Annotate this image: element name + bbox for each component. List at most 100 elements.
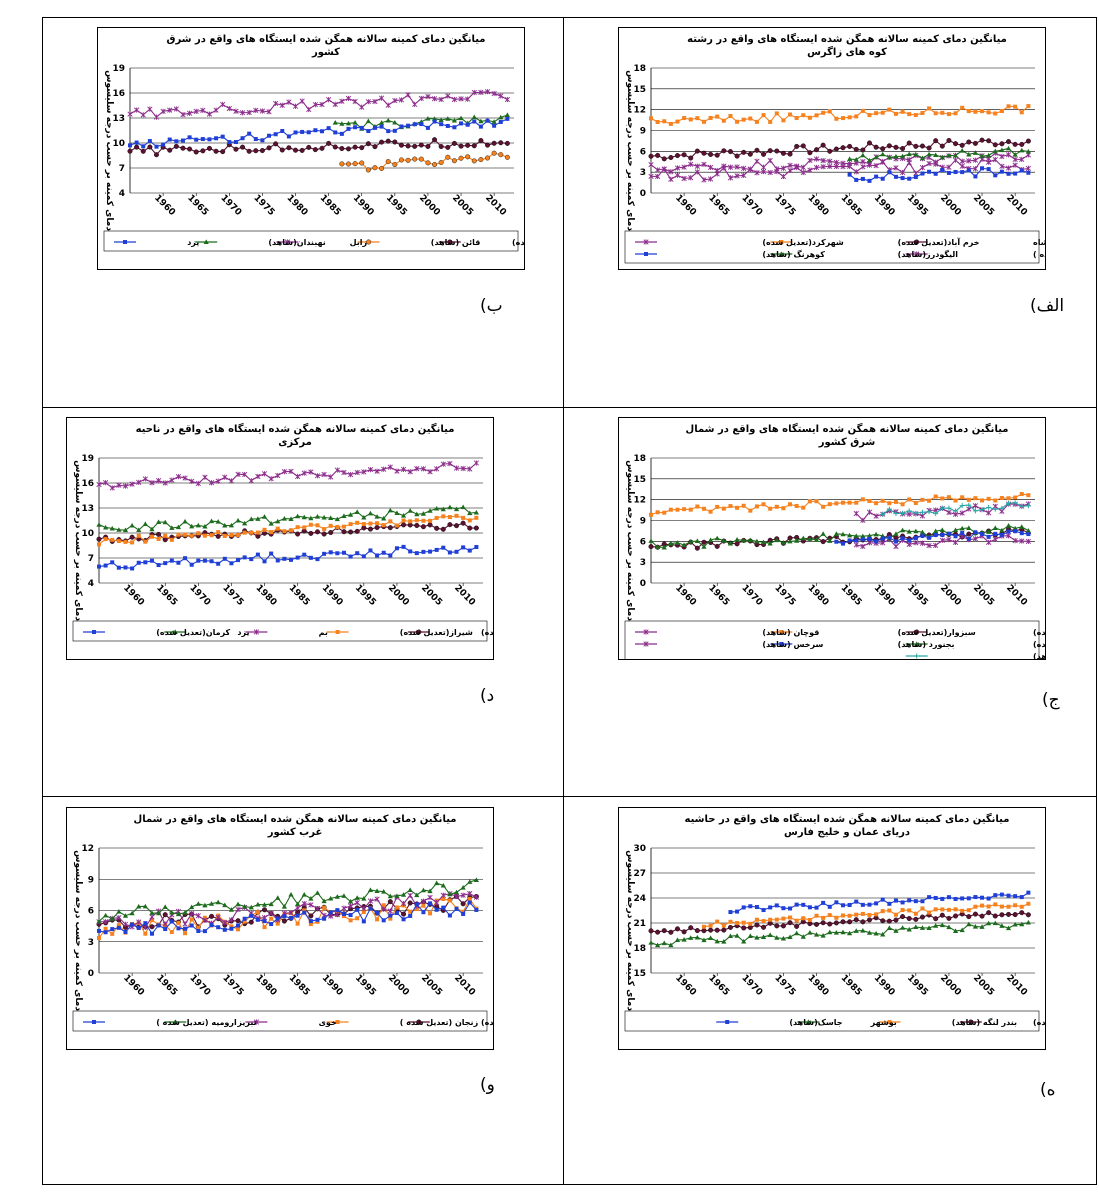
data-point [301,892,307,897]
data-point [681,937,687,942]
data-point [142,476,148,482]
data-point [688,539,694,544]
data-point [434,899,440,906]
data-point [149,910,155,915]
data-point [966,139,972,145]
x-tick-label: 2010 [1004,193,1029,218]
data-point [491,140,497,146]
data-point [103,912,109,918]
data-point [648,538,654,543]
data-point [161,142,166,147]
data-point [365,118,371,124]
data-point [367,510,374,516]
data-point [302,908,307,913]
data-point [972,166,979,172]
data-point [668,507,673,512]
legend-entry-label: زنجان (تعدیل شده ) [400,1018,479,1027]
data-point [780,935,787,941]
data-point [721,506,726,511]
data-point [979,913,985,919]
data-point [333,130,338,135]
table-border-middle [563,17,564,1185]
legend-marker [914,653,920,659]
data-point [262,527,267,532]
data-point [933,542,939,548]
data-point [668,929,674,935]
data-point [282,556,287,561]
data-point [169,930,174,935]
data-point [919,509,925,515]
y-axis-label: دمای کمینه بر حسب درجه سلیسوس [73,460,83,621]
y-tick-label: 18 [633,944,646,954]
data-point [873,154,879,160]
data-point [741,905,746,910]
data-point [412,156,418,162]
data-point [973,174,978,179]
data-point [186,110,193,116]
data-point [414,551,419,556]
data-point [906,528,912,534]
data-point [893,165,899,171]
data-point [761,908,766,913]
data-point [1006,904,1011,909]
data-point [136,903,142,909]
data-point [280,129,285,134]
data-point [345,95,352,102]
data-point [242,520,248,526]
legend-marker [335,1020,340,1024]
data-point [367,467,374,473]
data-point [1026,170,1031,175]
data-point [841,913,845,918]
data-point [927,106,932,111]
data-point [109,485,115,491]
data-point [999,147,1005,153]
data-point [174,139,179,144]
data-point [116,565,121,570]
data-point [408,909,413,914]
data-point [156,563,161,568]
data-point [648,544,654,550]
data-point [354,509,360,515]
data-point [920,110,925,115]
data-point [394,910,399,915]
data-point [388,913,393,918]
data-point [880,540,886,546]
data-point [761,919,766,924]
data-point [407,469,413,475]
data-point [141,144,146,149]
y-tick-label: 12 [633,106,646,116]
data-point [900,502,905,507]
data-point [661,544,667,550]
data-point [109,525,115,531]
data-point [465,154,471,160]
data-point [973,895,978,900]
data-point [147,144,153,150]
data-point [966,921,972,927]
data-point [361,525,367,531]
data-point [461,911,466,916]
chart-svg-he: میانگین دمای کمینه سالانه همگن شده ایستگ… [624,812,1045,1032]
data-point [110,927,115,932]
data-point [407,892,413,899]
data-point [707,935,714,940]
data-point [328,910,333,915]
data-point [314,514,321,519]
data-point [913,175,918,180]
data-point [407,522,413,528]
data-point [209,533,214,538]
data-point [269,530,274,535]
data-point [734,153,740,159]
y-tick-label: 18 [633,64,646,74]
series-line [849,147,1029,162]
x-tick-label: 1985 [318,193,343,218]
table-border-row2 [42,796,1097,797]
data-point [913,510,919,516]
data-point [453,889,460,895]
data-point [401,544,406,549]
x-tick-label: 1995 [353,973,378,998]
data-point [648,162,654,168]
data-point [873,144,879,150]
table-border-right [1096,17,1097,1185]
data-point [880,909,885,914]
chart-vav: میانگین دمای کمینه سالانه همگن شده ایستگ… [66,807,494,1050]
